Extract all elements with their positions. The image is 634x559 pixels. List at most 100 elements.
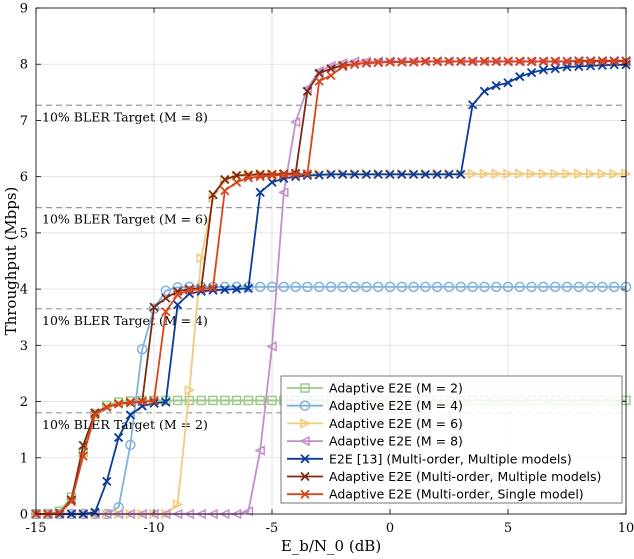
data-point — [90, 507, 100, 517]
data-point — [267, 177, 277, 187]
data-point — [514, 281, 526, 293]
data-point — [102, 476, 112, 487]
data-point — [408, 281, 419, 293]
data-point — [302, 86, 313, 96]
data-point — [300, 383, 310, 393]
data-point — [299, 400, 311, 411]
data-point — [254, 281, 266, 293]
x-tick-label: 0 — [386, 521, 394, 536]
data-point — [361, 58, 372, 68]
data-point — [456, 56, 466, 67]
data-point — [456, 169, 466, 180]
x-tick-label: -10 — [144, 521, 165, 536]
data-point — [160, 285, 172, 297]
x-tick-label: 5 — [504, 521, 512, 536]
data-point — [479, 281, 490, 293]
data-point — [54, 508, 65, 518]
data-point — [609, 168, 620, 180]
data-point — [314, 68, 324, 78]
data-point — [255, 395, 265, 406]
data-point — [172, 290, 183, 300]
series-7 — [31, 56, 631, 519]
data-point — [432, 169, 442, 180]
data-point — [397, 169, 407, 180]
data-point — [243, 395, 254, 406]
data-point — [326, 169, 336, 180]
data-point — [385, 169, 395, 180]
data-point — [385, 57, 395, 67]
data-point — [125, 410, 136, 420]
y-tick-label: 6 — [20, 170, 28, 185]
data-point — [278, 187, 289, 198]
data-point — [161, 306, 171, 317]
y-tick-label: 2 — [20, 395, 28, 410]
data-point — [432, 56, 442, 67]
legend-entry: Adaptive E2E (Multi-order, Multiple mode… — [287, 469, 601, 484]
legend-entry: Adaptive E2E (M = 4) — [287, 398, 463, 413]
data-point — [314, 76, 324, 86]
data-point — [161, 397, 171, 407]
legend-label: E2E [13] (Multi-order, Multiple models) — [329, 451, 572, 466]
data-point — [267, 395, 277, 406]
data-point — [550, 56, 560, 67]
data-point — [278, 281, 290, 293]
data-point — [161, 293, 171, 303]
data-point — [585, 168, 597, 180]
data-point — [184, 285, 195, 295]
data-point — [313, 281, 325, 293]
data-point — [102, 402, 112, 412]
data-point — [338, 61, 348, 72]
data-point — [231, 281, 242, 293]
data-point — [289, 116, 301, 128]
data-point — [338, 169, 348, 180]
data-point — [396, 281, 408, 293]
data-point — [444, 169, 454, 180]
data-point — [290, 281, 301, 293]
y-axis-label: Throughput (Mbps) — [2, 187, 20, 336]
data-point — [408, 57, 419, 67]
data-point — [337, 281, 349, 293]
data-point — [538, 281, 549, 293]
data-point — [326, 64, 336, 74]
legend-label: Adaptive E2E (M = 4) — [329, 398, 463, 413]
data-point — [149, 302, 159, 312]
data-point — [300, 418, 311, 429]
data-point — [302, 169, 313, 179]
data-point — [125, 439, 136, 451]
data-point — [243, 283, 254, 294]
y-tick-label: 5 — [20, 226, 28, 241]
data-point — [490, 281, 502, 293]
data-point — [113, 399, 124, 409]
data-point — [515, 56, 525, 67]
legend-label: Adaptive E2E (M = 2) — [329, 381, 463, 396]
data-point — [255, 172, 265, 182]
data-point — [373, 169, 383, 180]
data-point — [113, 397, 124, 407]
data-point — [455, 281, 467, 293]
data-point — [172, 499, 184, 510]
axis-ticks: -15 -10 -5 0 5 10 0 1 2 3 4 5 6 7 8 9 — [20, 2, 634, 537]
legend-entry: Adaptive E2E (M = 2) — [287, 381, 463, 396]
x-tick-label: -15 — [26, 521, 47, 536]
data-point — [231, 170, 242, 181]
data-point — [326, 70, 336, 81]
data-point — [137, 396, 147, 407]
data-point — [479, 168, 491, 180]
data-point — [526, 56, 537, 67]
data-point — [444, 56, 454, 67]
bler-target-label: 10% BLER Target (M = 8) — [42, 109, 208, 124]
data-point — [479, 86, 490, 96]
data-point — [300, 489, 310, 499]
legend-entry: Adaptive E2E (M = 8) — [287, 434, 463, 449]
data-point — [361, 281, 372, 293]
data-point — [526, 168, 538, 180]
data-point — [149, 396, 159, 406]
data-point — [172, 395, 183, 406]
x-tick-label: 10 — [618, 521, 634, 536]
data-point — [300, 454, 310, 464]
data-point — [184, 385, 196, 396]
y-tick-label: 7 — [20, 114, 28, 129]
data-point — [255, 187, 265, 198]
data-point — [467, 100, 478, 110]
data-point — [561, 281, 573, 293]
